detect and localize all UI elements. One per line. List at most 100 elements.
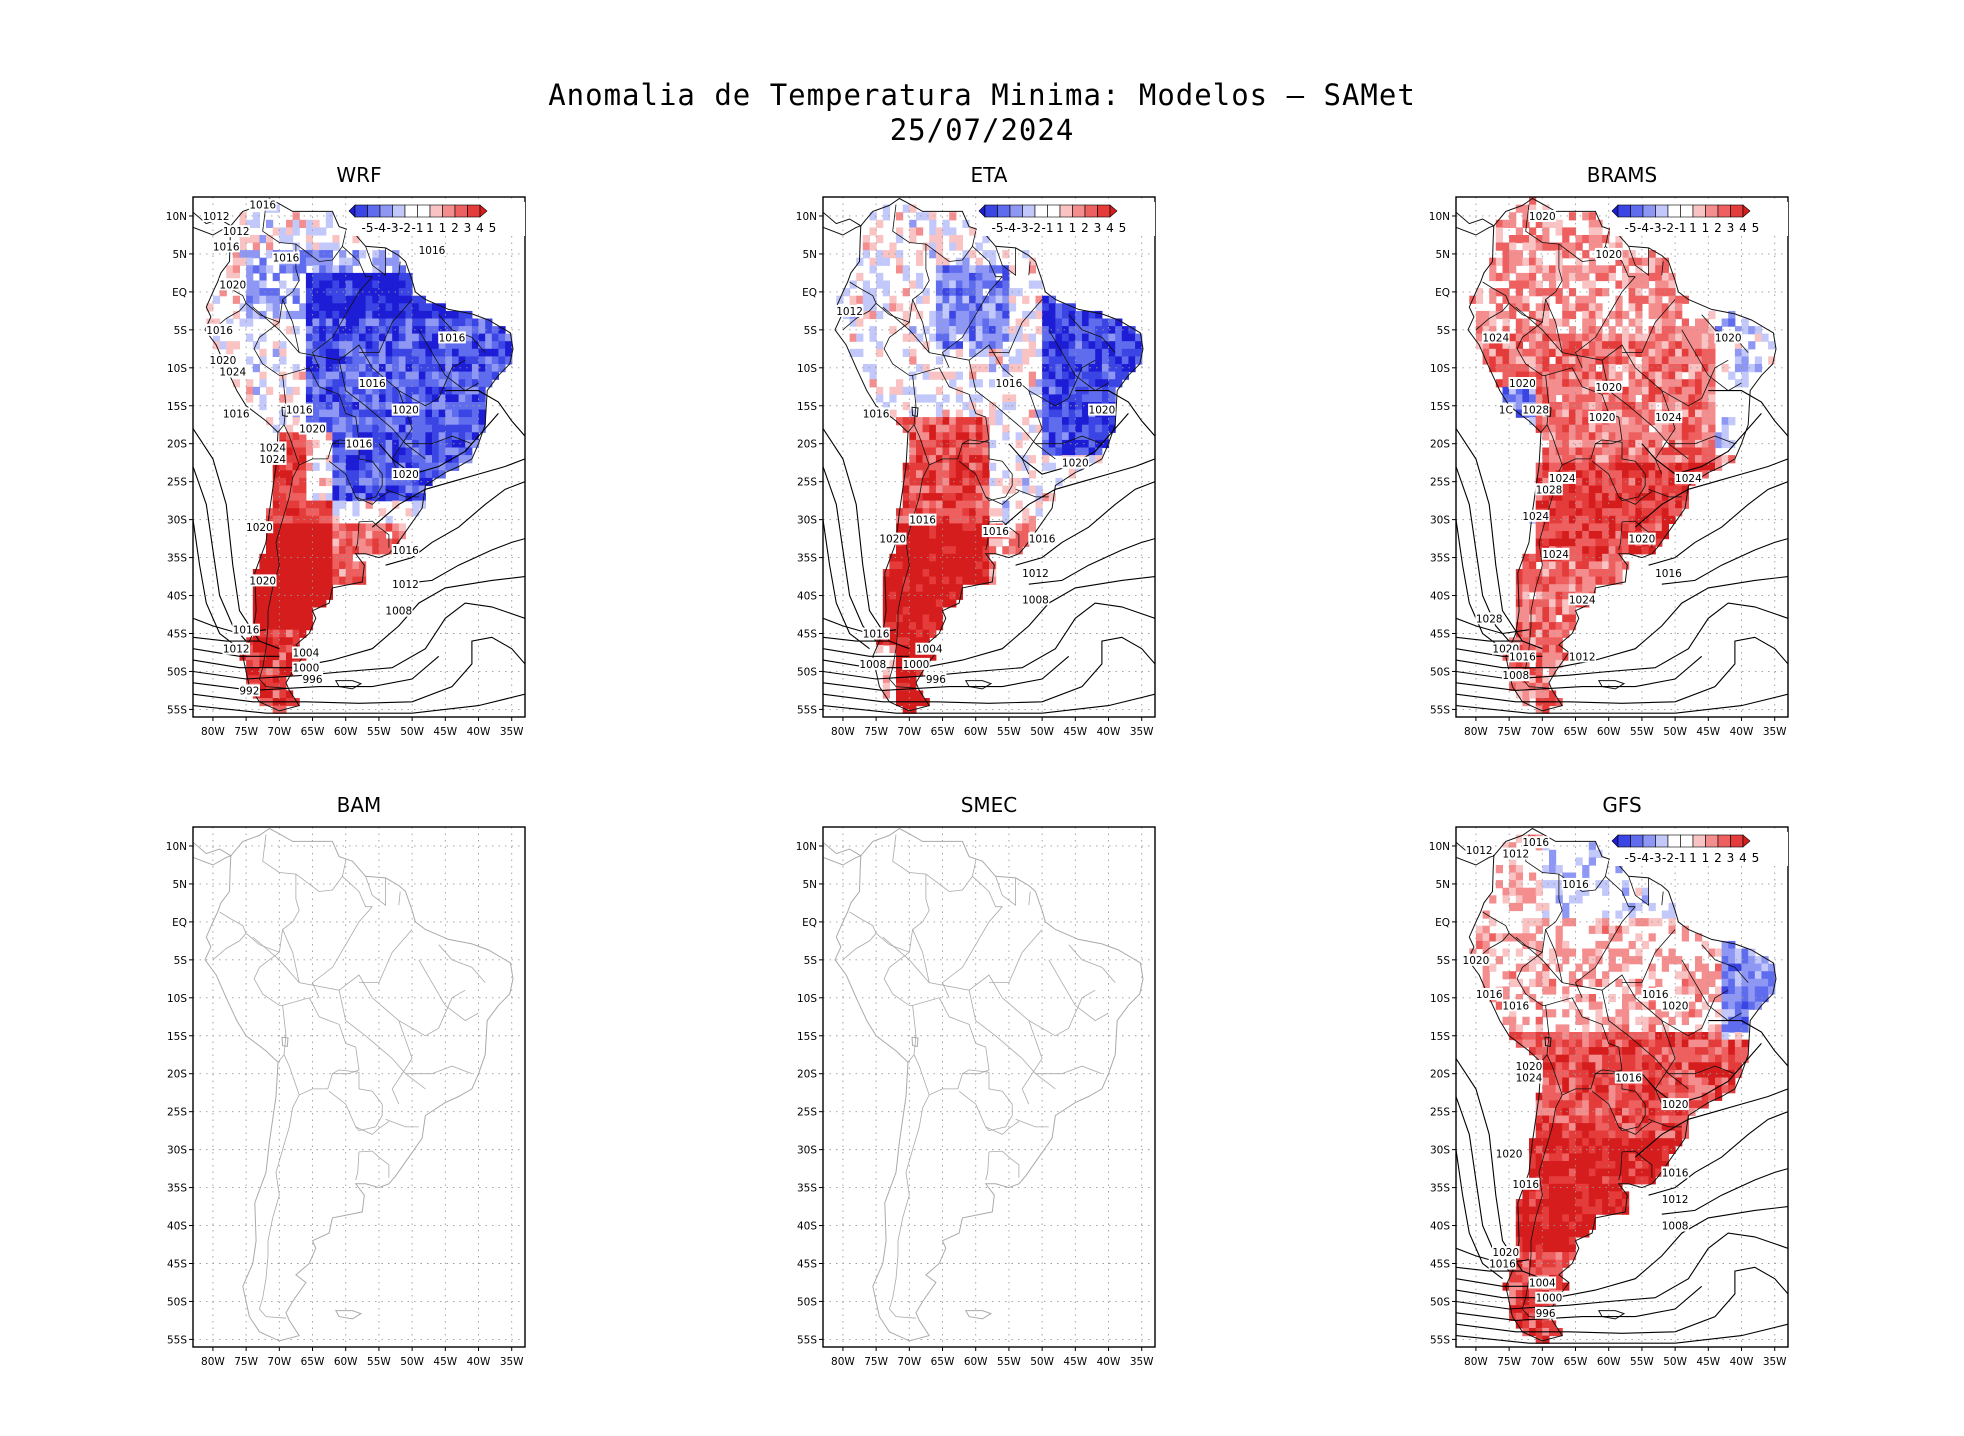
colorbar-wrf: -5 -4 -3 -2 -1 1 1 2 3 4 5 xyxy=(347,202,525,236)
isobar-label: 1020 xyxy=(1509,378,1536,390)
lon-tick-label: 80W xyxy=(1464,726,1488,738)
isobar-label: 1020 xyxy=(1629,534,1656,546)
colorbar-swatch xyxy=(429,204,443,218)
lat-tick-label: 45S xyxy=(797,629,817,641)
lon-tick-label: 55W xyxy=(997,1356,1021,1368)
isobar-label: 1000 xyxy=(903,659,930,671)
lon-tick-label: 65W xyxy=(301,1356,325,1368)
colorbar-label: 1 xyxy=(1689,221,1697,235)
colorbar-label: 1 xyxy=(1702,851,1710,865)
colorbar-swatch xyxy=(1617,204,1631,218)
colorbar-label: 2 xyxy=(1714,851,1722,865)
panel-bam: BAM 10N 5N EQ 5S 10S 15S 20S 25S 30S 35S 40S 45S 50S 5… xyxy=(113,793,565,1403)
lon-tick-label: 45W xyxy=(1063,726,1087,738)
colorbar-label: 2 xyxy=(1081,221,1089,235)
isobar-label: 1016 xyxy=(982,526,1009,538)
isobar-label: 1016 xyxy=(206,325,233,337)
lat-tick-label: 35S xyxy=(797,1183,817,1195)
lat-tick-label: 20S xyxy=(797,439,817,451)
lat-tick-label: 55S xyxy=(167,704,187,716)
lat-tick-label: 55S xyxy=(1430,704,1450,716)
lat-tick-label: 5S xyxy=(174,325,188,337)
lat-tick-label: 35S xyxy=(1430,553,1450,565)
lat-tick-label: 5N xyxy=(802,879,817,891)
lat-tick-label: 15S xyxy=(167,401,187,413)
colorbar-swatch xyxy=(1642,834,1656,848)
lat-tick-label: 45S xyxy=(1430,1259,1450,1271)
lon-tick-label: 65W xyxy=(931,726,955,738)
lat-tick-label: 5N xyxy=(802,249,817,261)
lat-tick-label: 45S xyxy=(167,629,187,641)
colorbar-label: -3 xyxy=(1650,221,1662,235)
lat-tick-label: 10S xyxy=(1430,993,1450,1005)
lat-tick-label: 5N xyxy=(172,879,187,891)
colorbar-label: -5 xyxy=(362,221,374,235)
colorbar-swatch xyxy=(392,204,406,218)
panel-eta: ETA 1012 1016 1016 1020 1020 1016 1016 1016 1020 1… xyxy=(743,163,1195,773)
lon-tick-label: 70W xyxy=(1530,726,1554,738)
lat-tick-label: 10S xyxy=(167,993,187,1005)
colorbar-label: -1 xyxy=(412,221,424,235)
isobar-label: 1020 xyxy=(1595,382,1622,394)
colorbar-label: 4 xyxy=(476,221,484,235)
isobar-label: 1004 xyxy=(293,648,320,660)
lat-tick-label: EQ xyxy=(172,917,187,929)
colorbar-swatch xyxy=(1717,834,1731,848)
colorbar-label: -3 xyxy=(1650,851,1662,865)
lat-tick-label: 25S xyxy=(1430,1107,1450,1119)
isobar-label: 1020 xyxy=(879,534,906,546)
lat-tick-label: 30S xyxy=(167,1145,187,1157)
colorbar-swatch xyxy=(417,204,431,218)
lat-tick-label: 30S xyxy=(1430,515,1450,527)
lat-tick-label: EQ xyxy=(1435,287,1450,299)
map-frame-eta: 1012101610161020102010161016101610201012… xyxy=(796,196,1156,738)
colorbar-swatch xyxy=(1680,204,1694,218)
isobar-label: 1028 xyxy=(1476,613,1503,625)
isobar-label: 1008 xyxy=(1662,1221,1689,1233)
colorbar-label: 5 xyxy=(1752,851,1760,865)
isobar-label: 1008 xyxy=(385,606,412,618)
isobar-label: 1028 xyxy=(1536,484,1563,496)
lat-tick-label: 45S xyxy=(1430,629,1450,641)
isobar-label: 1016 xyxy=(273,253,300,265)
graticule-brams xyxy=(1456,197,1788,717)
colorbar-swatch xyxy=(1655,204,1669,218)
colorbar-label: -2 xyxy=(1029,221,1041,235)
colorbar-label: -1 xyxy=(1675,221,1687,235)
lon-tick-label: 60W xyxy=(964,726,988,738)
lat-tick-label: 20S xyxy=(797,1069,817,1081)
colorbar-label: -4 xyxy=(374,221,386,235)
isobar-label: 1012 xyxy=(1662,1194,1689,1206)
colorbar-label: -4 xyxy=(1637,851,1649,865)
lat-tick-label: 20S xyxy=(1430,1069,1450,1081)
lon-tick-label: 75W xyxy=(864,1356,888,1368)
isobar-label: 992 xyxy=(239,685,259,697)
isobar-label: 1004 xyxy=(1529,1278,1556,1290)
map-wrf: 1012101210161016101610161020101610201024… xyxy=(166,196,526,738)
colorbar-swatch xyxy=(454,204,468,218)
isobar-labels-eta: 1012101610161020102010161016101610201012… xyxy=(835,304,1116,686)
isobar-label: 1024 xyxy=(1542,549,1569,561)
isobar-label: 1016 xyxy=(419,245,446,257)
isobar-label: 1016 xyxy=(1522,837,1549,849)
lon-tick-label: 40W xyxy=(1097,726,1121,738)
coastlines-gfs xyxy=(1456,827,1777,1342)
isobar-label: 1020 xyxy=(1062,458,1089,470)
colorbar-swatch xyxy=(1630,834,1644,848)
lat-tick-label: 10S xyxy=(797,993,817,1005)
panel-title-wrf: WRF xyxy=(336,163,382,187)
lat-tick-label: 50S xyxy=(167,667,187,679)
lat-tick-label: 5S xyxy=(1437,955,1451,967)
isobar-label: 1024 xyxy=(1675,473,1702,485)
colorbar-label: 1 xyxy=(1702,221,1710,235)
isobar-label: 1016 xyxy=(439,332,466,344)
colorbar-swatch xyxy=(1059,204,1073,218)
colorbar-label: -1 xyxy=(1042,221,1054,235)
panel-title-smec: SMEC xyxy=(960,793,1018,817)
colorbar-brams: -5 -4 -3 -2 -1 1 1 2 3 4 5 xyxy=(1610,202,1788,236)
isobar-label: 1016 xyxy=(1662,1167,1689,1179)
lat-tick-label: 5S xyxy=(1437,325,1451,337)
lat-tick-label: 50S xyxy=(797,1297,817,1309)
lat-tick-label: 45S xyxy=(167,1259,187,1271)
